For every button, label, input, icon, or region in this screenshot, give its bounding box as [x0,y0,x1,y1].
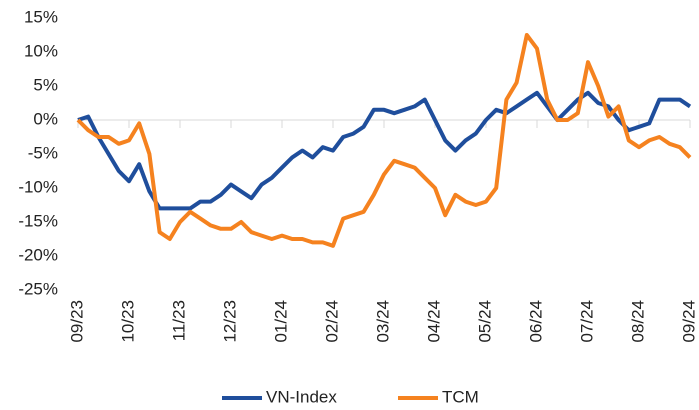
x-tick-label: 09/24 [679,300,698,343]
x-tick-label: 08/24 [628,300,647,343]
x-tick-label: 11/23 [169,300,188,341]
y-tick-label: -25% [18,279,58,298]
y-tick-label: 10% [24,41,58,60]
x-tick-label: 10/23 [118,300,137,343]
x-tick-label: 06/24 [526,300,545,343]
x-tick-label: 07/24 [577,300,596,343]
legend-label: VN-Index [266,387,337,406]
x-tick-label: 05/24 [475,300,494,343]
x-tick-label: 01/24 [271,300,290,343]
line-series [76,33,692,248]
y-tick-label: 5% [33,75,58,94]
legend-label: TCM [442,387,479,406]
y-tick-label: -20% [18,245,58,264]
y-tick-label: -5% [28,143,58,162]
x-tick-label: 12/23 [220,300,239,343]
y-tick-label: -10% [18,177,58,196]
x-tick-label: 02/24 [322,300,341,343]
x-tick-label: 04/24 [424,300,443,343]
x-tick-label: 03/24 [373,300,392,343]
line-series [77,90,692,211]
y-tick-label: -15% [18,211,58,230]
x-tick-label: 09/23 [67,300,86,343]
y-tick-label: 15% [24,7,58,26]
y-tick-label: 0% [33,109,58,128]
